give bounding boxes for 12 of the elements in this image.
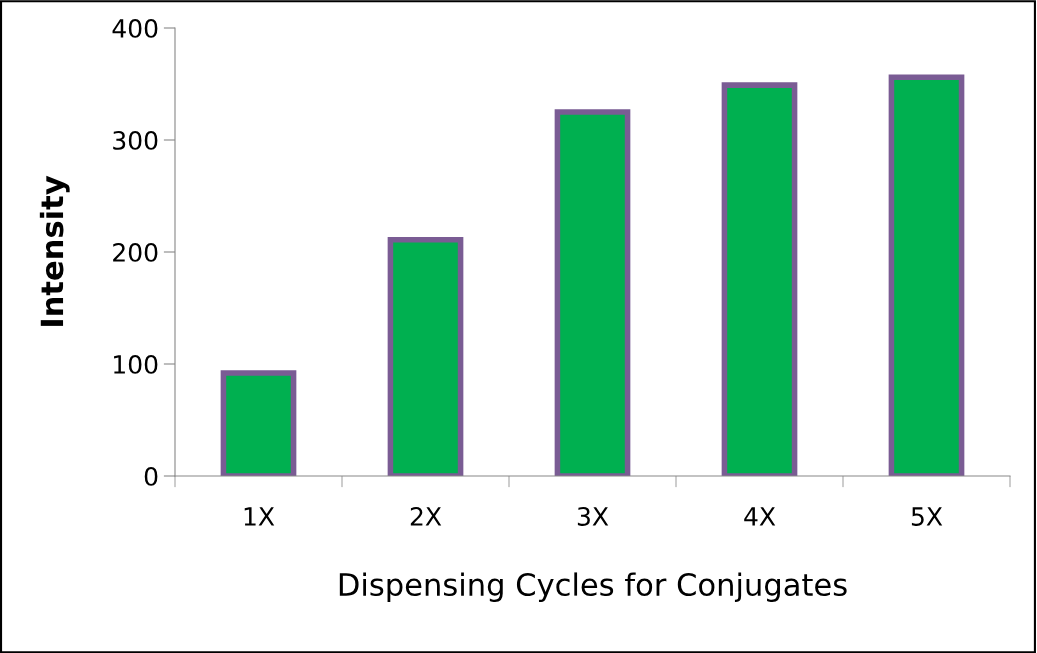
x-tick-label: 2X (410, 507, 442, 526)
y-tick-label: 400 (112, 18, 158, 38)
x-tick-label: 4X (744, 507, 776, 526)
y-tick-label: 100 (114, 354, 158, 374)
y-tick-label: 200 (113, 242, 158, 262)
x-tick-label: 1X (244, 507, 275, 526)
x-axis-title: Dispensing Cycles for Conjugates (339, 572, 847, 602)
y-axis-title: Intensity (39, 175, 70, 326)
y-tick-label: 0 (144, 466, 158, 486)
x-tick-label: 5X (911, 507, 943, 526)
x-tick-label: 3X (577, 507, 609, 526)
y-tick-label: 300 (113, 130, 158, 150)
